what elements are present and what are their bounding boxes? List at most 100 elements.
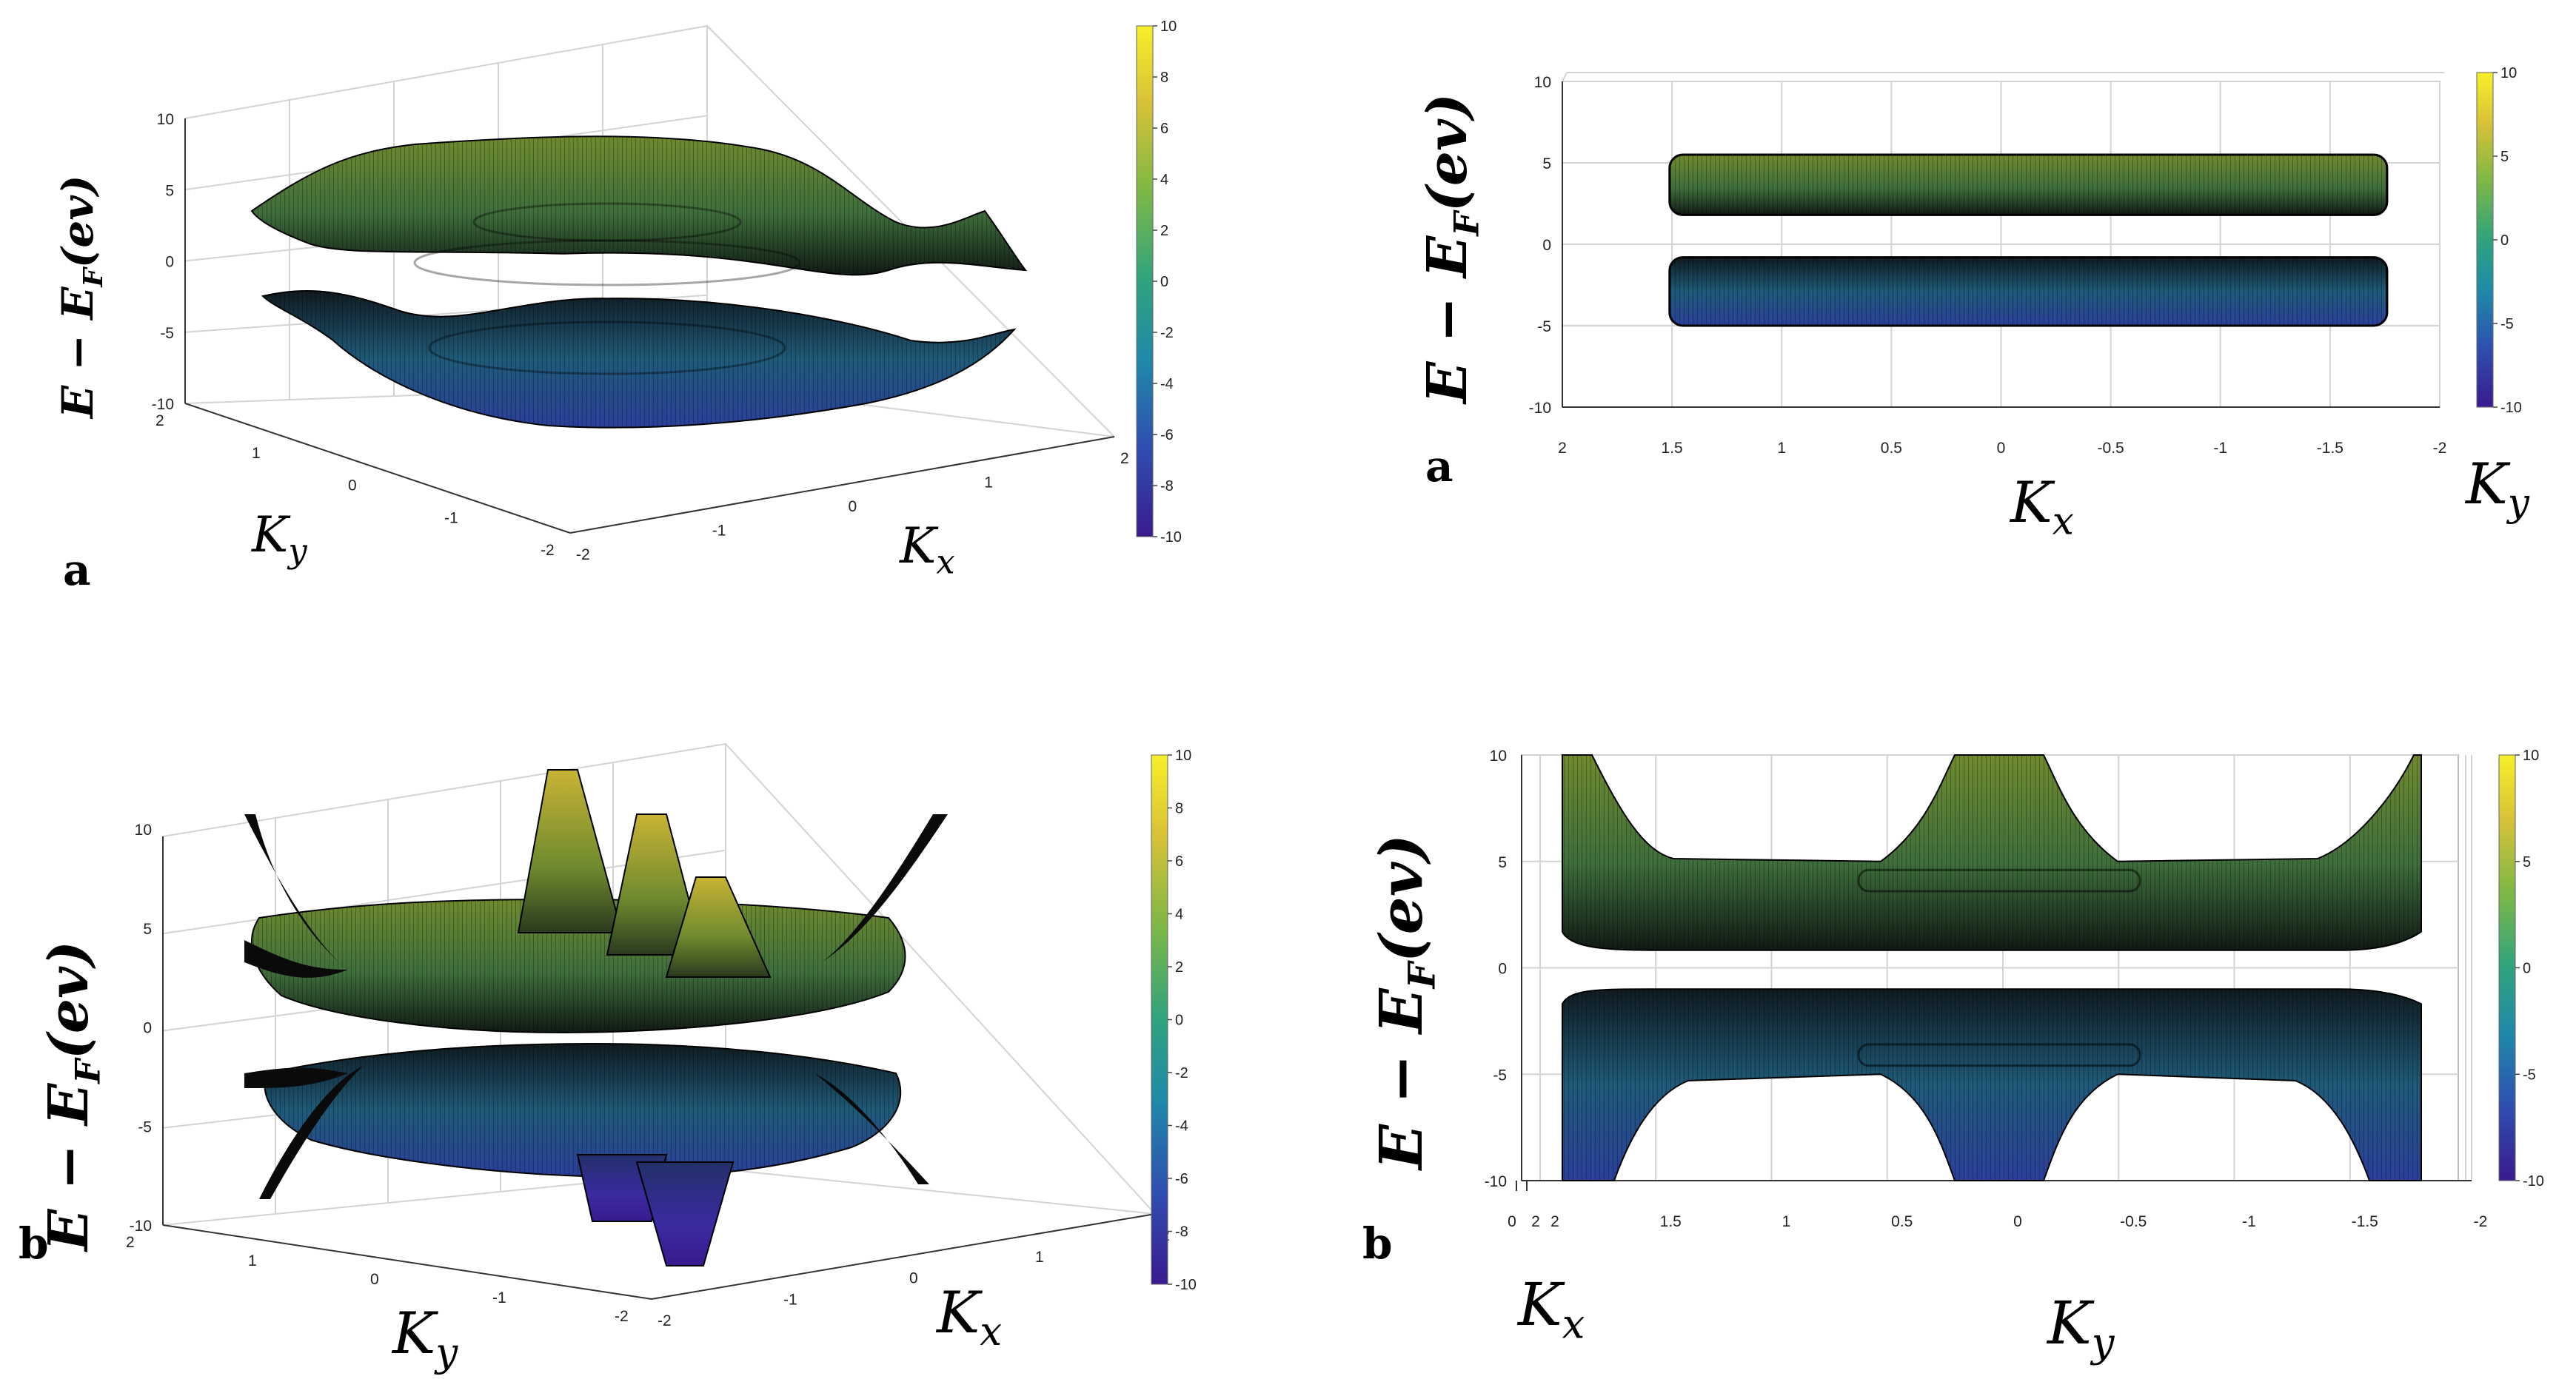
panel-label: a (1425, 441, 1453, 491)
kx-axis (569, 436, 1115, 534)
colorbar-tick-label: -10 (2523, 1173, 2544, 1190)
z-tick-label: -10 (152, 396, 174, 413)
colorbar-tick-label: -6 (1160, 427, 1174, 443)
kx-tick-label: 2 (1531, 1213, 1540, 1230)
kx-tick-label: 1 (984, 474, 993, 491)
colorbar-tick-label: 10 (2523, 748, 2539, 764)
colorbar-tick-label: 2 (1175, 959, 1183, 976)
colorbar-tick-label: -6 (1175, 1171, 1188, 1187)
grid-line (1562, 72, 1568, 82)
colorbar-tick-label: -2 (1175, 1065, 1188, 1081)
colorbar-tick-label: -8 (1175, 1224, 1188, 1241)
colorbar (1151, 754, 1168, 1285)
ky-axis-label: Ky (2046, 1289, 2115, 1366)
z-tick-label: -10 (1529, 400, 1551, 417)
band-mesh (1669, 155, 2387, 215)
z-tick-label: 10 (1534, 74, 1551, 91)
z-tick-label: -5 (1537, 318, 1551, 335)
colorbar-tick-label: -10 (1175, 1277, 1197, 1293)
x-tick-label: -0.5 (2098, 440, 2124, 457)
x-tick-label: 0 (1997, 440, 2006, 457)
band-mesh (1669, 257, 2387, 326)
colorbar-tick-label: -10 (1160, 529, 1182, 546)
surface-wing (244, 940, 348, 978)
colorbar-tick-label: -8 (1160, 478, 1174, 494)
panel-label: b (1362, 1218, 1393, 1269)
colorbar-tick-label: 5 (2523, 854, 2531, 870)
kx-axis-label: Kx (935, 1280, 1002, 1355)
kx-axis (651, 1213, 1156, 1300)
ky-tick-label: 0 (370, 1271, 379, 1288)
band-peak (517, 769, 623, 933)
z-tick-label: -5 (1493, 1067, 1507, 1084)
kx-tick-label: 0 (1508, 1213, 1516, 1230)
z-tick-label: 0 (165, 254, 174, 271)
x-tick-label: -1.5 (2352, 1213, 2378, 1230)
x-tick-label: -2 (2433, 440, 2447, 457)
colorbar-tick-label: 2 (1160, 223, 1168, 239)
surface-ring (1857, 1043, 2141, 1067)
x-tick-label: 0 (2013, 1213, 2022, 1230)
colorbar-tick-label: 10 (1160, 19, 1177, 35)
z-tick-label: 5 (1542, 155, 1551, 172)
x-tick-label: -0.5 (2120, 1213, 2147, 1230)
surface-ring (472, 202, 742, 242)
ky-axis-label: Ky (2464, 451, 2530, 526)
x-tick-label: 2 (1558, 440, 1567, 457)
ky-tick-label: 1 (248, 1252, 257, 1269)
colorbar-tick-label: -5 (2523, 1067, 2536, 1083)
colorbar-tick-label: -10 (2500, 400, 2522, 416)
colorbar-tick-label: -2 (1160, 325, 1174, 341)
upper-band-mesh (252, 136, 1026, 275)
ky-tick-label: 2 (126, 1234, 135, 1251)
colorbar-tick-label: 0 (1160, 274, 1168, 290)
x-tick-label: 0.5 (1881, 440, 1902, 457)
x-tick-label: 1.5 (1660, 1213, 1682, 1230)
ky-axis (184, 403, 571, 534)
z-tick-label: 10 (135, 822, 152, 839)
z-tick-label: 10 (157, 111, 174, 128)
colorbar-tick-label: -4 (1160, 376, 1174, 392)
z-tick-label: -10 (1485, 1173, 1507, 1190)
band-valley (635, 1161, 735, 1266)
z-tick-label: -5 (138, 1118, 152, 1135)
surface-ring (428, 321, 786, 375)
colorbar-tick-label: 6 (1175, 853, 1183, 870)
colorbar (1136, 25, 1154, 537)
grid-line (725, 743, 1156, 1215)
z-tick-label: 5 (165, 182, 174, 199)
surface-wing (814, 1073, 929, 1184)
ky-axis (162, 1224, 652, 1300)
surface-ring (413, 239, 801, 286)
z-tick-label: 10 (1490, 748, 1507, 765)
ky-axis-label: Ky (391, 1301, 458, 1375)
ky-axis-label: Ky (251, 506, 307, 571)
colorbar (2476, 72, 2494, 408)
x-tick-label: 1.5 (1662, 440, 1683, 457)
colorbar-tick-label: 0 (2500, 232, 2509, 249)
colorbar-tick-label: 10 (1175, 748, 1191, 764)
z-tick-label: -10 (130, 1218, 152, 1235)
x-tick-label: 2 (1550, 1213, 1559, 1230)
z-tick-label: -5 (160, 325, 174, 342)
lower-band-mesh (263, 290, 1014, 428)
kx-axis-label: Kx (1516, 1270, 1585, 1348)
kx-tick-label: -2 (576, 546, 590, 563)
upper-band-mesh (1562, 755, 2421, 950)
kx-tick-label: -2 (658, 1312, 672, 1329)
ky-tick-label: 2 (155, 412, 164, 429)
colorbar-tick-label: 8 (1160, 70, 1168, 86)
grid-line (725, 1169, 1156, 1215)
z-axis-label: E − EF(ev) (53, 175, 109, 420)
kx-tick-label: -1 (783, 1291, 797, 1308)
colorbar-tick-label: 4 (1175, 907, 1183, 923)
surface-wing (244, 1067, 348, 1088)
z-tick-label: 5 (143, 921, 152, 938)
z-axis-label: E − EF(ev) (1416, 93, 1486, 405)
z-tick-label: 0 (143, 1020, 152, 1037)
kx-tick-label: 0 (849, 498, 857, 515)
ky-tick-label: -1 (444, 509, 458, 526)
kx-axis-label: Kx (899, 517, 955, 582)
lower-band-mesh (1562, 989, 2421, 1181)
